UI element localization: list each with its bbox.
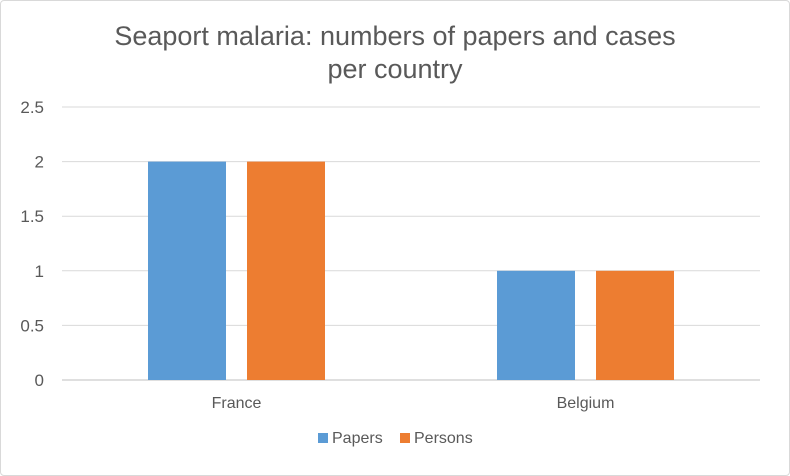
bars xyxy=(148,161,674,380)
legend-swatch-persons xyxy=(400,433,410,443)
y-tick-label: 0 xyxy=(35,371,44,390)
y-tick-label: 2.5 xyxy=(20,98,44,117)
bar-papers-belgium xyxy=(497,270,575,380)
bar-persons-france xyxy=(247,161,325,380)
y-tick-label: 1.5 xyxy=(20,207,44,226)
y-tick-label: 1 xyxy=(35,262,44,281)
bar-persons-belgium xyxy=(596,270,674,380)
legend-label-persons: Persons xyxy=(414,430,473,447)
y-tick-label: 2 xyxy=(35,153,44,172)
category-label: France xyxy=(212,395,262,412)
y-axis-ticks: 0 0.5 1 1.5 2 2.5 xyxy=(20,98,44,390)
y-tick-label: 0.5 xyxy=(20,316,44,335)
category-labels: France Belgium xyxy=(212,395,615,412)
legend: Papers Persons xyxy=(318,430,473,447)
legend-swatch-papers xyxy=(318,433,328,443)
category-label: Belgium xyxy=(557,395,615,412)
chart-title: Seaport malaria: numbers of papers and c… xyxy=(114,21,676,84)
bar-papers-france xyxy=(148,161,226,380)
legend-label-papers: Papers xyxy=(332,430,383,447)
